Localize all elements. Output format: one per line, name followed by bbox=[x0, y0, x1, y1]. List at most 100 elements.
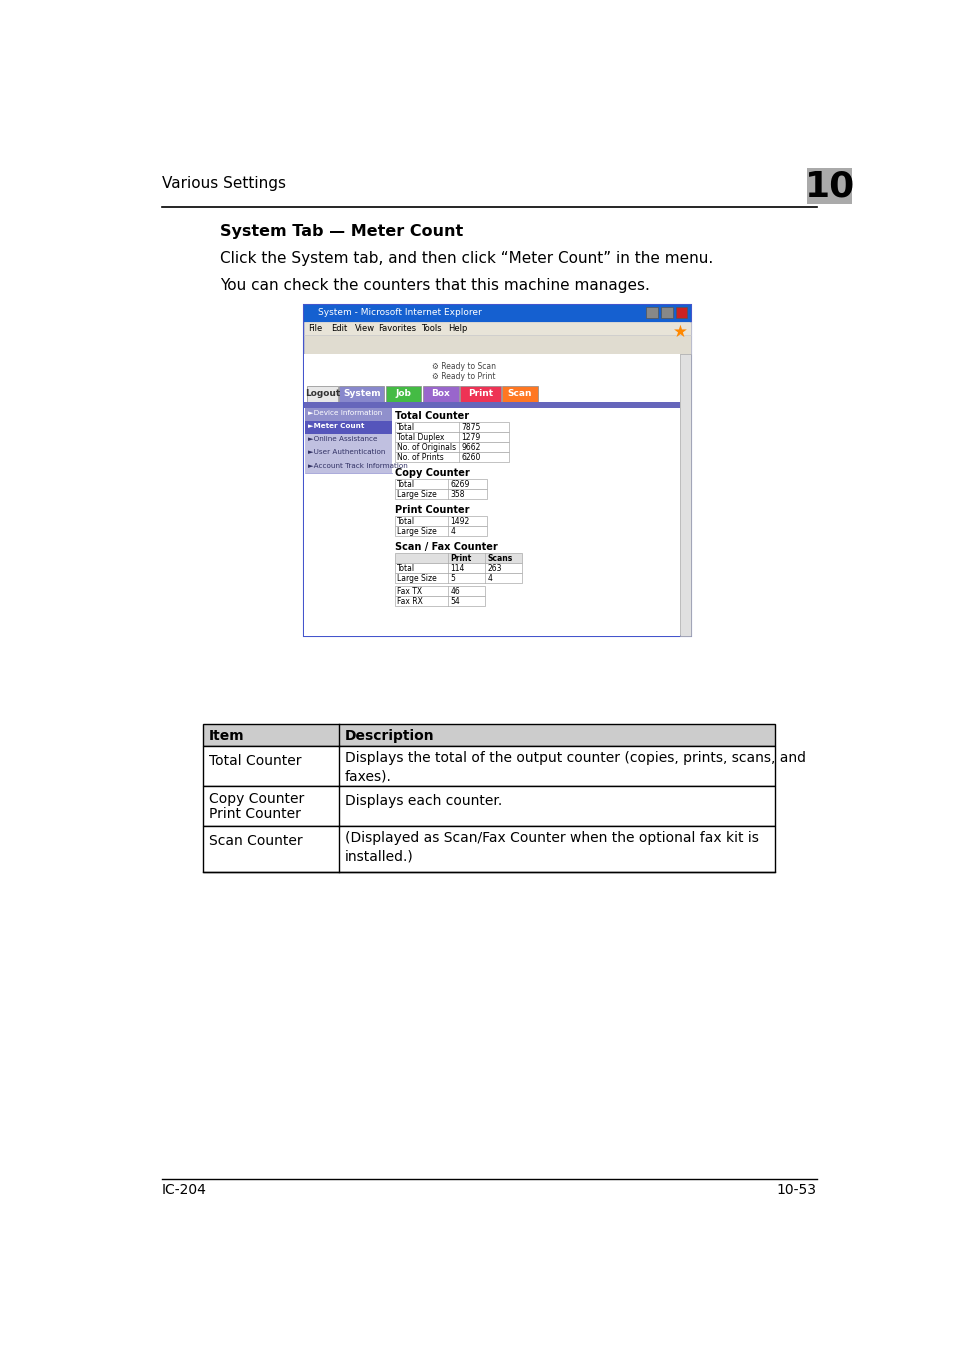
Text: ⚙ Ready to Scan: ⚙ Ready to Scan bbox=[431, 362, 495, 370]
Text: 1279: 1279 bbox=[460, 433, 479, 442]
Text: Large Size: Large Size bbox=[396, 575, 436, 583]
Bar bbox=[339, 387, 384, 402]
Bar bbox=[395, 515, 486, 526]
Text: Displays each counter.: Displays each counter. bbox=[344, 794, 501, 807]
Text: ►User Authentication: ►User Authentication bbox=[307, 449, 385, 456]
Bar bbox=[305, 434, 392, 448]
Text: Tools: Tools bbox=[420, 324, 441, 333]
Text: No. of Prints: No. of Prints bbox=[396, 453, 443, 462]
Bar bbox=[675, 307, 686, 318]
Text: 54: 54 bbox=[450, 598, 459, 606]
Bar bbox=[203, 786, 774, 826]
Text: Item: Item bbox=[209, 729, 245, 744]
Text: You can check the counters that this machine manages.: You can check the counters that this mac… bbox=[220, 277, 649, 293]
Text: 263: 263 bbox=[487, 564, 501, 573]
Text: Scan / Fax Counter: Scan / Fax Counter bbox=[395, 542, 497, 552]
Text: ►Device Information: ►Device Information bbox=[307, 410, 381, 416]
Text: 10-53: 10-53 bbox=[775, 1183, 815, 1198]
Text: Total: Total bbox=[396, 518, 415, 526]
Text: 10: 10 bbox=[804, 170, 854, 204]
Bar bbox=[422, 387, 458, 402]
Bar bbox=[660, 307, 672, 318]
Text: 5: 5 bbox=[450, 575, 455, 583]
Bar bbox=[203, 746, 774, 786]
Text: Favorites: Favorites bbox=[377, 324, 416, 333]
Text: Edit: Edit bbox=[332, 324, 348, 333]
Bar bbox=[645, 307, 658, 318]
Text: System: System bbox=[343, 389, 380, 399]
Bar bbox=[459, 387, 500, 402]
Text: ►Online Assistance: ►Online Assistance bbox=[307, 437, 376, 442]
Text: Total: Total bbox=[396, 564, 415, 573]
Text: 6260: 6260 bbox=[460, 453, 480, 462]
Text: ★: ★ bbox=[672, 323, 687, 342]
Bar bbox=[395, 562, 521, 573]
Bar bbox=[307, 387, 337, 402]
Text: Copy Counter: Copy Counter bbox=[209, 792, 304, 806]
Text: No. of Originals: No. of Originals bbox=[396, 443, 456, 453]
Text: Total Counter: Total Counter bbox=[209, 753, 301, 768]
Text: Various Settings: Various Settings bbox=[162, 176, 286, 191]
Bar bbox=[305, 448, 392, 460]
Text: IC-204: IC-204 bbox=[162, 1183, 207, 1198]
Text: Scans: Scans bbox=[487, 554, 512, 564]
Text: Total Duplex: Total Duplex bbox=[396, 433, 443, 442]
Text: System Tab — Meter Count: System Tab — Meter Count bbox=[220, 224, 463, 239]
Text: ►Meter Count: ►Meter Count bbox=[307, 423, 363, 430]
Text: (Displayed as Scan/Fax Counter when the optional fax kit is
installed.): (Displayed as Scan/Fax Counter when the … bbox=[344, 831, 758, 864]
Text: Scan: Scan bbox=[507, 389, 532, 399]
Text: 7875: 7875 bbox=[460, 423, 480, 433]
Bar bbox=[303, 335, 691, 354]
Bar bbox=[203, 826, 774, 872]
Bar bbox=[385, 387, 421, 402]
Text: Click the System tab, and then click “Meter Count” in the menu.: Click the System tab, and then click “Me… bbox=[220, 250, 713, 266]
Bar bbox=[203, 725, 774, 746]
Text: 9662: 9662 bbox=[460, 443, 480, 453]
Bar bbox=[303, 354, 679, 635]
Bar bbox=[395, 431, 509, 442]
Text: Displays the total of the output counter (copies, prints, scans, and
faxes).: Displays the total of the output counter… bbox=[344, 752, 805, 784]
Bar bbox=[395, 526, 486, 535]
Bar bbox=[305, 408, 392, 420]
Text: 358: 358 bbox=[450, 491, 464, 499]
Bar bbox=[395, 553, 521, 562]
Bar bbox=[395, 488, 486, 499]
Bar bbox=[395, 452, 509, 462]
Text: Help: Help bbox=[447, 324, 467, 333]
Text: Print Counter: Print Counter bbox=[209, 807, 301, 822]
Bar bbox=[303, 304, 691, 322]
Text: View: View bbox=[355, 324, 375, 333]
Text: Fax TX: Fax TX bbox=[396, 587, 421, 596]
Bar bbox=[303, 304, 691, 635]
Bar bbox=[395, 573, 521, 583]
Text: Total Counter: Total Counter bbox=[395, 411, 469, 420]
Text: 4: 4 bbox=[450, 527, 455, 537]
Text: System - Microsoft Internet Explorer: System - Microsoft Internet Explorer bbox=[317, 308, 481, 316]
Bar bbox=[395, 596, 484, 606]
Text: Logout: Logout bbox=[304, 389, 339, 399]
Text: Description: Description bbox=[344, 729, 434, 744]
Bar bbox=[395, 422, 509, 431]
Text: Job: Job bbox=[395, 389, 411, 399]
Bar bbox=[305, 420, 392, 434]
Text: File: File bbox=[308, 324, 322, 333]
Bar bbox=[806, 169, 852, 204]
Text: ►Account Track Information: ►Account Track Information bbox=[307, 462, 407, 469]
Text: Total: Total bbox=[396, 480, 415, 489]
Bar bbox=[303, 322, 691, 335]
Text: 6269: 6269 bbox=[450, 480, 469, 489]
Text: Total: Total bbox=[396, 423, 415, 433]
Text: Scan Counter: Scan Counter bbox=[209, 834, 302, 848]
Text: 4: 4 bbox=[487, 575, 492, 583]
Text: Fax RX: Fax RX bbox=[396, 598, 422, 606]
Bar bbox=[395, 442, 509, 452]
Bar bbox=[305, 460, 392, 473]
Bar bbox=[395, 585, 484, 596]
Text: 46: 46 bbox=[450, 587, 459, 596]
Bar bbox=[303, 402, 679, 408]
Text: Print: Print bbox=[467, 389, 493, 399]
Bar bbox=[679, 354, 691, 635]
Text: 1492: 1492 bbox=[450, 518, 469, 526]
Text: 114: 114 bbox=[450, 564, 464, 573]
Bar bbox=[501, 387, 537, 402]
